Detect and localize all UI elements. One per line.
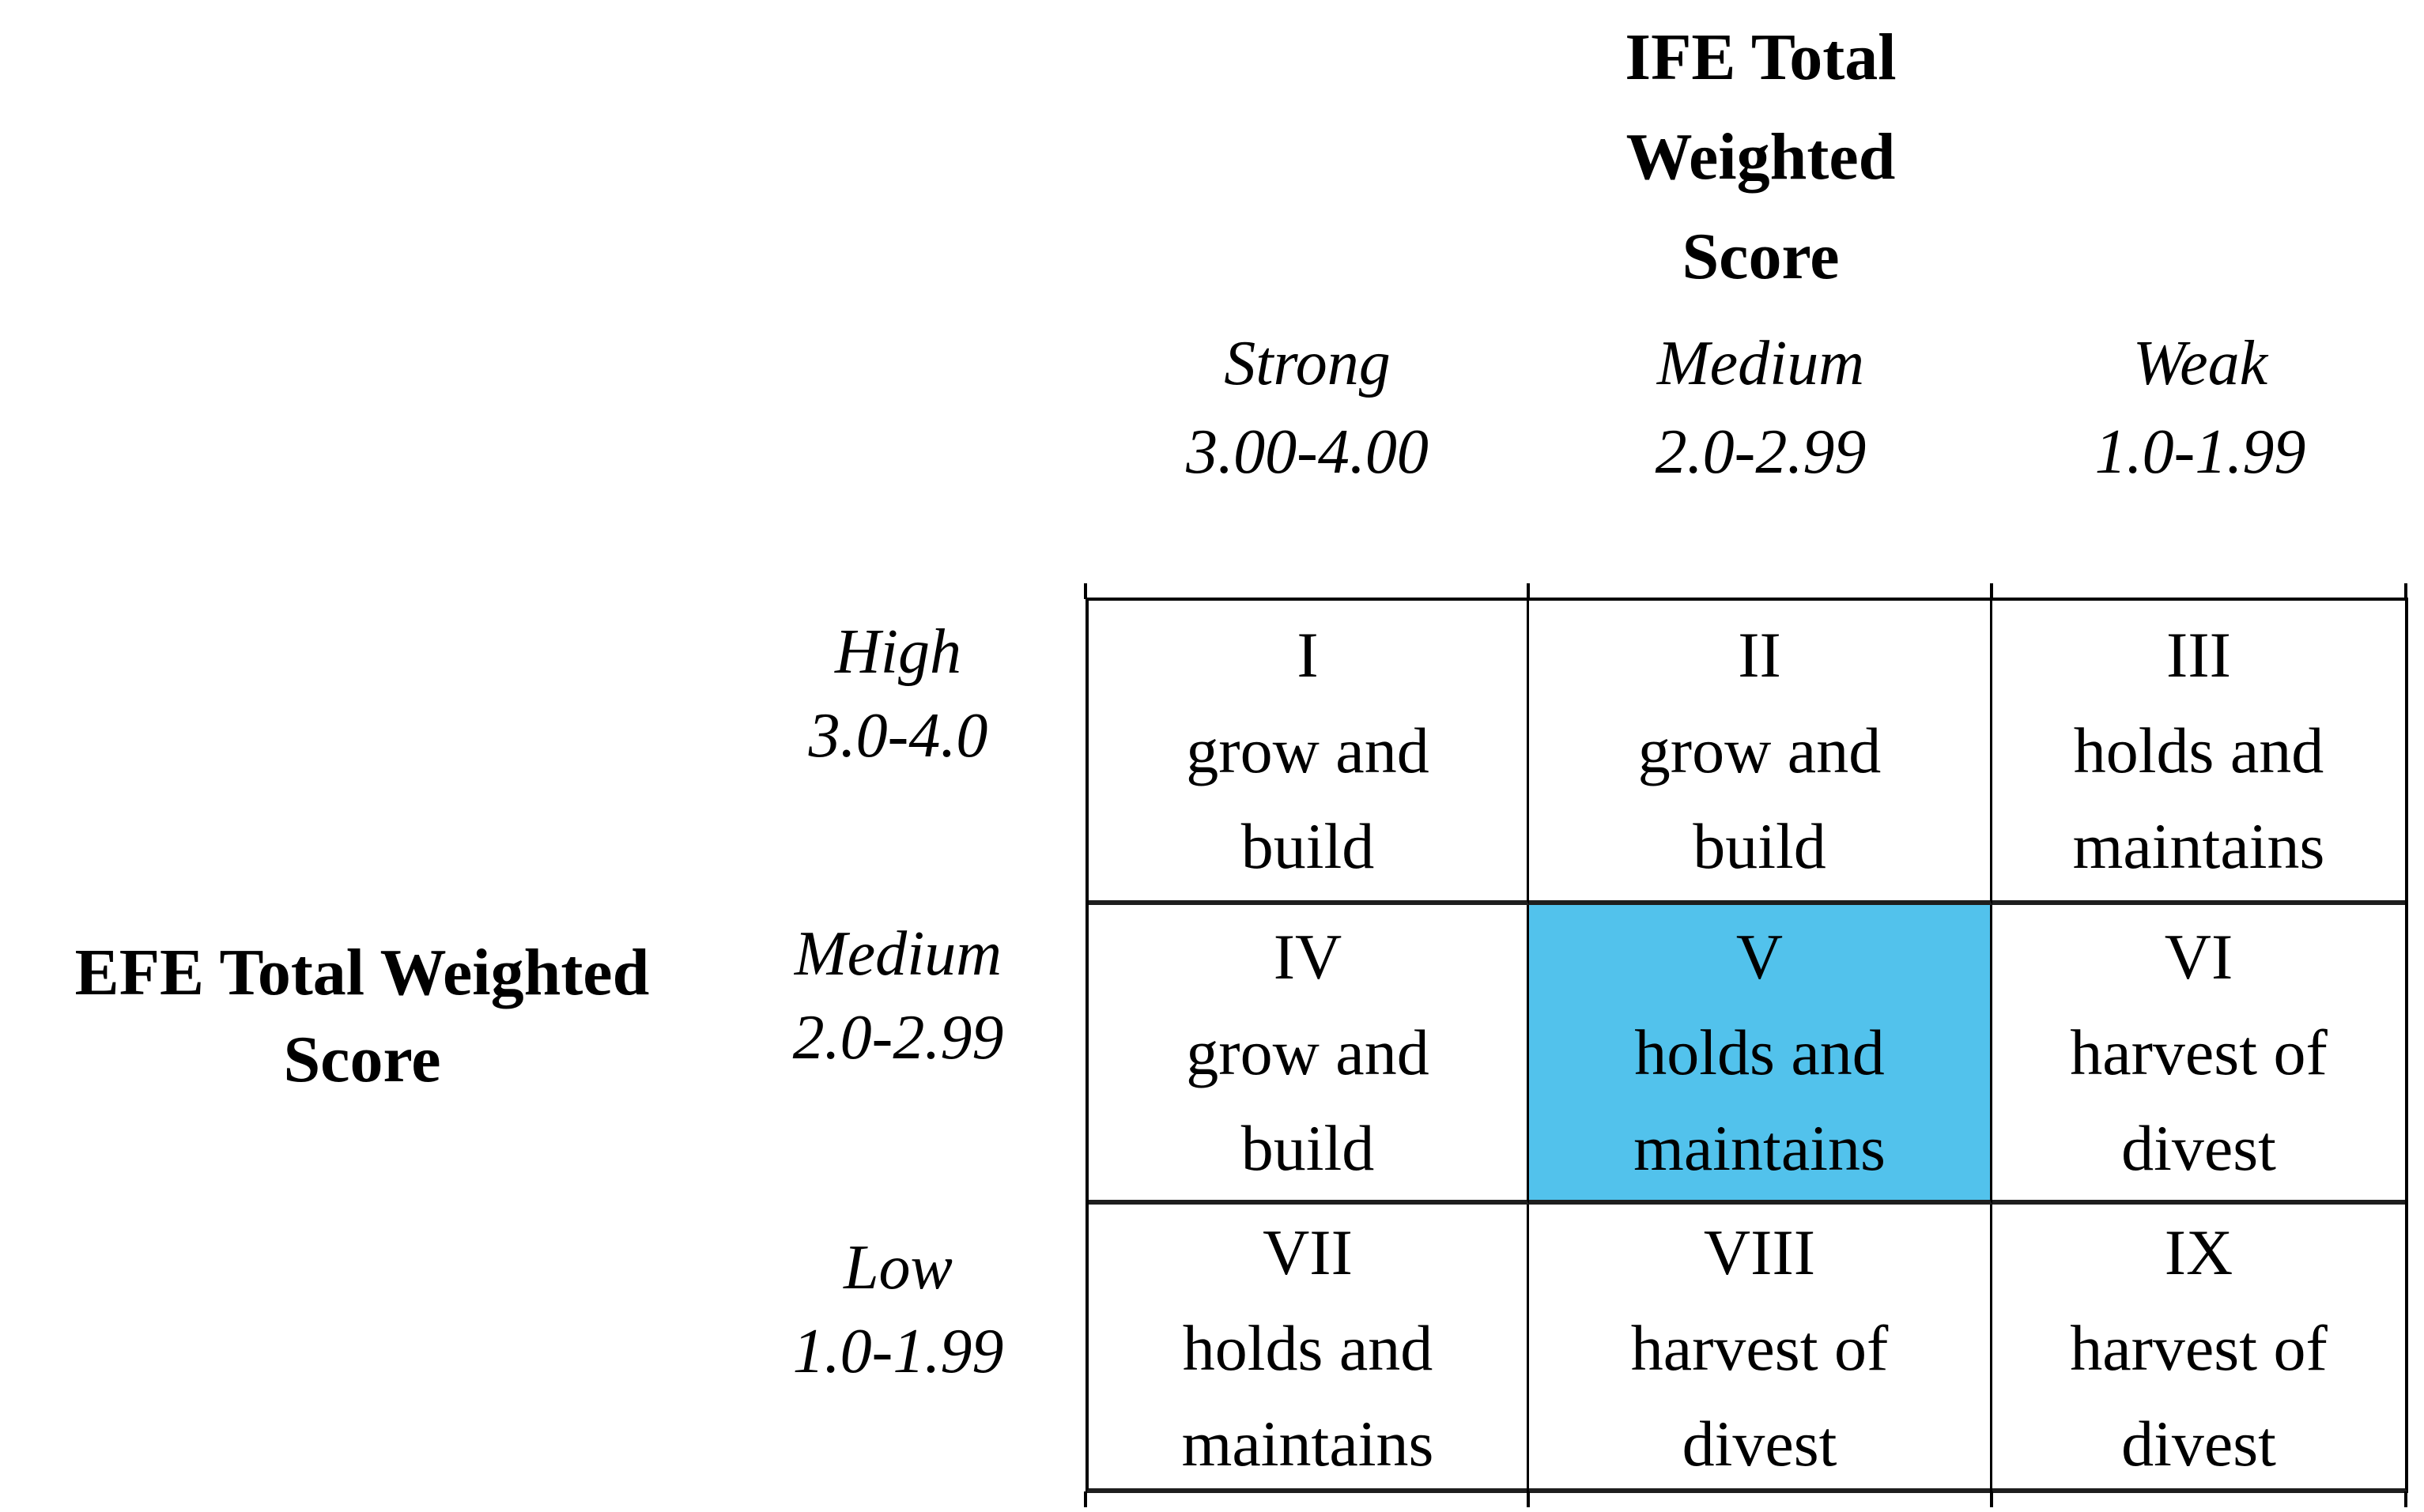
cell-strategy-line: divest [2121,1112,2276,1184]
cell-strategy-line: divest [1682,1408,1837,1480]
row-label-range: 3.0-4.0 [808,701,988,771]
cell-numeral: VI [2164,921,2233,993]
grid-rule-stub [2404,1491,2407,1507]
column-header-strong: Strong 3.00-4.00 [1086,319,1529,496]
cell-numeral: IV [1273,921,1342,993]
cell-strategy-line: maintains [1633,1112,1886,1184]
grid-rule-stub [1527,583,1530,599]
cell-numeral: VIII [1703,1216,1816,1288]
column-header-medium: Medium 2.0-2.99 [1529,319,1992,496]
matrix-cell-viii: VIII harvest of divest [1529,1205,1992,1491]
ife-axis-title-line: Score [1682,220,1840,293]
cell-numeral: III [2166,619,2231,691]
row-label-range: 2.0-2.99 [792,1003,1004,1073]
row-label-text: High [835,617,961,687]
cell-strategy-line: holds and [1182,1312,1433,1384]
cell-strategy-line: holds and [2073,715,2324,786]
column-label: Strong [1224,329,1391,398]
cell-numeral: I [1297,619,1319,691]
row-label-text: Medium [794,919,1002,989]
grid-rule-stub [1990,583,1993,599]
matrix-cell-iv: IV grow and build [1089,905,1529,1205]
efe-axis-title: EFE Total Weighted Score [6,929,718,1103]
column-label: Weak [2132,329,2268,398]
cell-strategy-line: grow and [1186,715,1429,786]
cell-strategy-line: build [1693,810,1826,882]
efe-axis-title-line: Score [283,1023,441,1096]
grid-rule-stub [1527,1491,1530,1507]
column-label: Medium [1656,329,1865,398]
cell-numeral: VII [1263,1216,1353,1288]
ife-axis-title-line: Weighted [1625,120,1896,194]
row-label-high: High 3.0-4.0 [743,610,1053,778]
ie-matrix-grid: I grow and build II grow and build III h… [1086,598,2408,1493]
column-header-weak: Weak 1.0-1.99 [1992,319,2408,496]
cell-numeral: IX [2164,1216,2233,1288]
matrix-cell-i: I grow and build [1089,601,1529,905]
row-label-range: 1.0-1.99 [792,1317,1004,1386]
cell-numeral: II [1738,619,1781,691]
cell-strategy-line: grow and [1637,715,1882,786]
grid-rule-stub [2404,583,2407,599]
cell-strategy-line: harvest of [2070,1312,2328,1384]
row-label-medium: Medium 2.0-2.99 [743,912,1053,1080]
ife-axis-title-line: IFE Total [1625,21,1897,94]
row-label-text: Low [844,1233,953,1303]
cell-strategy-line: harvest of [2070,1016,2328,1088]
cell-strategy-line: build [1240,810,1375,882]
row-label-low: Low 1.0-1.99 [743,1226,1053,1393]
matrix-cell-iii: III holds and maintains [1992,601,2405,905]
column-range: 3.00-4.00 [1186,417,1429,487]
ife-axis-title: IFE Total Weighted Score [1529,8,1992,307]
matrix-cell-ii: II grow and build [1529,601,1992,905]
cell-strategy-line: maintains [2072,810,2325,882]
column-range: 1.0-1.99 [2094,417,2306,487]
ife-column-headers: Strong 3.00-4.00 Medium 2.0-2.99 Weak 1.… [1086,319,2408,496]
cell-strategy-line: holds and [1634,1016,1885,1088]
matrix-cell-v: V holds and maintains [1529,905,1992,1205]
cell-strategy-line: maintains [1181,1408,1434,1480]
efe-axis-title-line: EFE Total Weighted [74,936,650,1009]
column-range: 2.0-2.99 [1655,417,1867,487]
cell-strategy-line: grow and [1186,1016,1429,1088]
cell-strategy-line: build [1240,1112,1375,1184]
grid-rule-stub [1084,583,1087,599]
cell-strategy-line: divest [2121,1408,2276,1480]
matrix-cell-vi: VI harvest of divest [1992,905,2405,1205]
matrix-cell-ix: IX harvest of divest [1992,1205,2405,1491]
grid-rule-stub [1990,1491,1993,1507]
matrix-cell-vii: VII holds and maintains [1089,1205,1529,1491]
cell-numeral: V [1735,921,1784,993]
cell-strategy-line: harvest of [1630,1312,1889,1384]
grid-rule-stub [1084,1491,1087,1507]
